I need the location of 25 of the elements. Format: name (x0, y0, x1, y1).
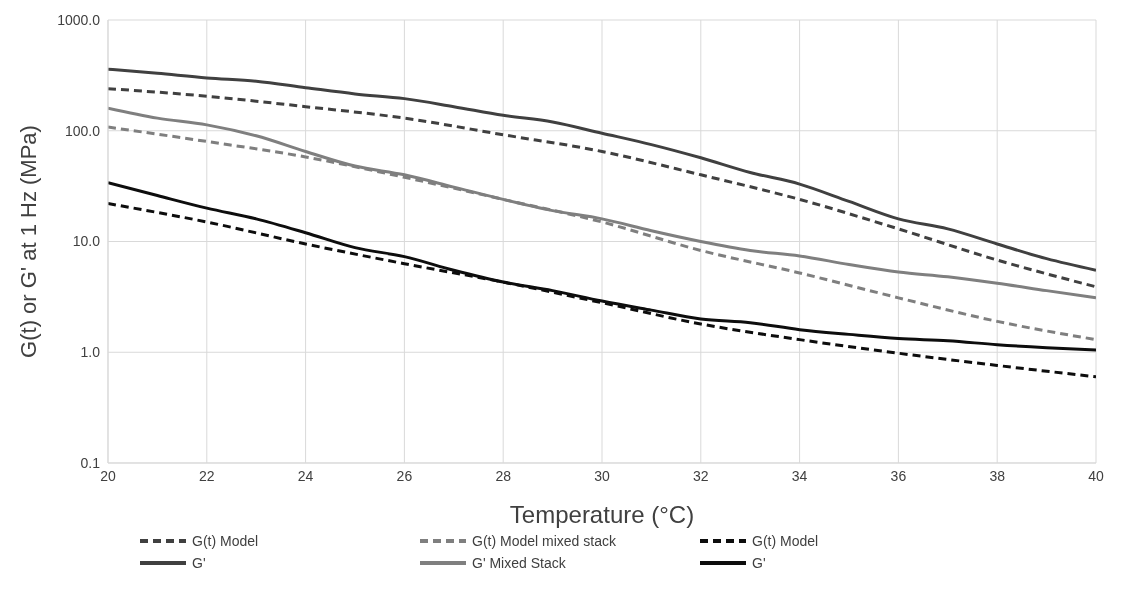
legend-label: G(t) Model mixed stack (472, 533, 616, 549)
legend-label: G' (192, 555, 206, 571)
y-tick-label: 0.1 (80, 454, 101, 471)
x-tick-label: 24 (297, 467, 314, 484)
legend-label: G(t) Model (192, 533, 259, 549)
y-tick-label: 10.0 (72, 233, 101, 250)
y-tick-label: 1000.0 (57, 11, 101, 28)
x-tick-label: 30 (594, 467, 610, 484)
x-tick-label: 28 (495, 467, 512, 484)
x-tick-label: 22 (199, 467, 215, 484)
line-series (108, 67, 1096, 272)
x-tick-label: 26 (396, 467, 413, 484)
y-tick-label: 100.0 (64, 122, 101, 139)
y-axis-title: G(t) or G' at 1 Hz (MPa) (15, 125, 41, 358)
y-tick-label: 1.0 (80, 344, 101, 361)
x-tick-label: 20 (100, 467, 116, 484)
legend-label: G(t) Model (752, 533, 819, 549)
x-tick-label: 36 (890, 467, 907, 484)
x-axis-title: Temperature (°C) (509, 501, 695, 528)
x-tick-label: 40 (1088, 467, 1104, 484)
x-tick-label: 34 (791, 467, 808, 484)
x-tick-label: 32 (693, 467, 709, 484)
legend-label: G' Mixed Stack (472, 555, 566, 571)
x-tick-label: 38 (989, 467, 1006, 484)
legend-label: G' (752, 555, 766, 571)
